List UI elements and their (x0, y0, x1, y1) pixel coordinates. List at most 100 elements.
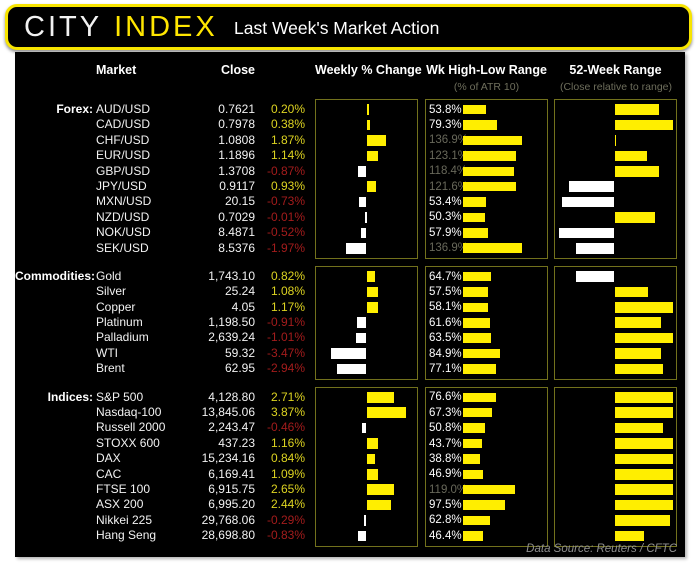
atr-pct-value: 62.8% (429, 514, 462, 527)
section-forex: Forex: AUD/USD 0.7621 0.20% CAD/USD 0.7978 0.3… (15, 99, 685, 259)
city-index-logo: CITY INDEX (24, 11, 218, 44)
close-value: 1.0808 (218, 132, 255, 147)
weekly-pct-value: -2.94% (266, 361, 305, 376)
section-label (15, 497, 93, 512)
market-row: CAC 6,169.41 1.09% (15, 467, 305, 482)
52-week-bar-slot (555, 420, 676, 435)
market-row: DAX 15,234.16 0.84% (15, 451, 305, 466)
close-value: 0.9117 (219, 178, 255, 193)
52-week-range-bar (614, 286, 649, 298)
52-week-bar-slot (555, 315, 676, 330)
weekly-change-bar (366, 150, 379, 162)
weekly-pct-value: -1.01% (266, 330, 305, 345)
weekly-pct-value: -1.97% (266, 240, 305, 255)
atr-bar (463, 212, 485, 223)
market-row: FTSE 100 6,915.75 2.65% (15, 482, 305, 497)
market-name: Russell 2000 (96, 420, 166, 435)
market-row: WTI 59.32 -3.47% (15, 346, 305, 361)
market-row: NOK/USD 8.4871 -0.52% (15, 225, 305, 240)
atr-bar (463, 333, 491, 343)
52-week-bar-slot (555, 241, 676, 256)
weekly-bar-slot (316, 148, 417, 163)
atr-pct-value: 67.3% (429, 406, 462, 419)
market-row: CAD/USD 0.7978 0.38% (15, 117, 305, 132)
atr-bar (463, 484, 515, 495)
atr-pct-value: 63.5% (429, 332, 462, 345)
atr-pct-value: 61.6% (429, 316, 462, 329)
52-week-range-bar (614, 135, 616, 146)
atr-slot: 64.7% (426, 269, 547, 284)
atr-bar (463, 135, 523, 146)
atr-slot: 84.9% (426, 346, 547, 361)
close-value: 437.23 (218, 435, 255, 450)
atr-bar (463, 469, 484, 480)
atr-bar (463, 318, 490, 328)
atr-pct-value: 119.0% (429, 483, 468, 496)
market-name: SEK/USD (96, 240, 149, 255)
close-value: 2,243.47 (208, 420, 255, 435)
atr-slot: 50.3% (426, 210, 547, 225)
atr-pct-value: 123.1% (429, 149, 469, 162)
atr-bar (463, 302, 489, 313)
section-label (15, 513, 93, 528)
52-week-range-bar (614, 302, 673, 313)
weekly-change-bar (366, 286, 378, 298)
section-label (15, 300, 93, 315)
atr-bar (463, 243, 523, 253)
52-week-bar-slot (555, 513, 676, 528)
close-value: 0.7978 (218, 117, 255, 132)
atr-bar (463, 104, 487, 115)
close-value: 0.7029 (218, 209, 255, 224)
market-row: Nikkei 225 29,768.06 -0.29% (15, 513, 305, 528)
52-week-range-bar (562, 196, 615, 208)
market-name: CAC (96, 466, 122, 481)
atr-bar (463, 407, 493, 418)
atr-slot: 53.4% (426, 194, 547, 209)
atr-bar (463, 287, 488, 297)
close-value: 4.05 (231, 299, 255, 314)
section-label (15, 164, 93, 179)
atr-slot: 62.8% (426, 513, 547, 528)
close-value: 28,698.80 (201, 528, 255, 543)
logo-index-text: INDEX (114, 11, 218, 43)
market-name: NOK/USD (96, 225, 151, 240)
weekly-bar-slot (316, 467, 417, 482)
weekly-change-bar (359, 196, 367, 208)
market-row: Palladium 2,639.24 -1.01% (15, 330, 305, 345)
market-row: Nasdaq-100 13,845.06 3.87% (15, 405, 305, 420)
market-name: Gold (96, 268, 122, 283)
52-week-bar-slot (555, 390, 676, 405)
section-label (15, 436, 93, 451)
atr-bar (463, 181, 516, 192)
atr-bar (463, 120, 498, 130)
weekly-pct-value: -0.46% (266, 420, 305, 435)
52-week-range-bar (569, 181, 615, 192)
col-header-market: Market (96, 63, 137, 77)
section-label (15, 361, 93, 376)
weekly-bar-slot (316, 117, 417, 132)
atr-pct-value: 53.4% (429, 196, 462, 209)
weekly-change-panel (315, 265, 418, 380)
weekly-change-bar (366, 302, 379, 313)
weekly-change-bar (366, 271, 375, 282)
52-week-range-bar (614, 499, 673, 511)
52-week-range-bar (614, 515, 671, 526)
market-name: Silver (96, 284, 127, 299)
market-row: Commodities: Gold 1,743.10 0.82% (15, 269, 305, 284)
weekly-change-bar (365, 212, 367, 223)
52-week-bar-slot (555, 284, 676, 299)
weekly-pct-value: -3.47% (266, 345, 305, 360)
52-week-bar-slot (555, 451, 676, 466)
52-week-bar-slot (555, 148, 676, 163)
section-label (15, 405, 93, 420)
atr-pct-value: 136.9% (429, 134, 469, 147)
close-value: 25.24 (224, 284, 255, 299)
weekly-pct-value: 0.38% (270, 117, 305, 132)
atr-slot: 123.1% (426, 148, 547, 163)
weekly-bar-slot (316, 241, 417, 256)
weekly-pct-value: -0.83% (266, 528, 305, 543)
section-label: Indices: (47, 389, 93, 404)
market-name: Nasdaq-100 (96, 405, 162, 420)
market-row: SEK/USD 8.5376 -1.97% (15, 241, 305, 256)
logo-city-text: CITY (24, 11, 103, 43)
